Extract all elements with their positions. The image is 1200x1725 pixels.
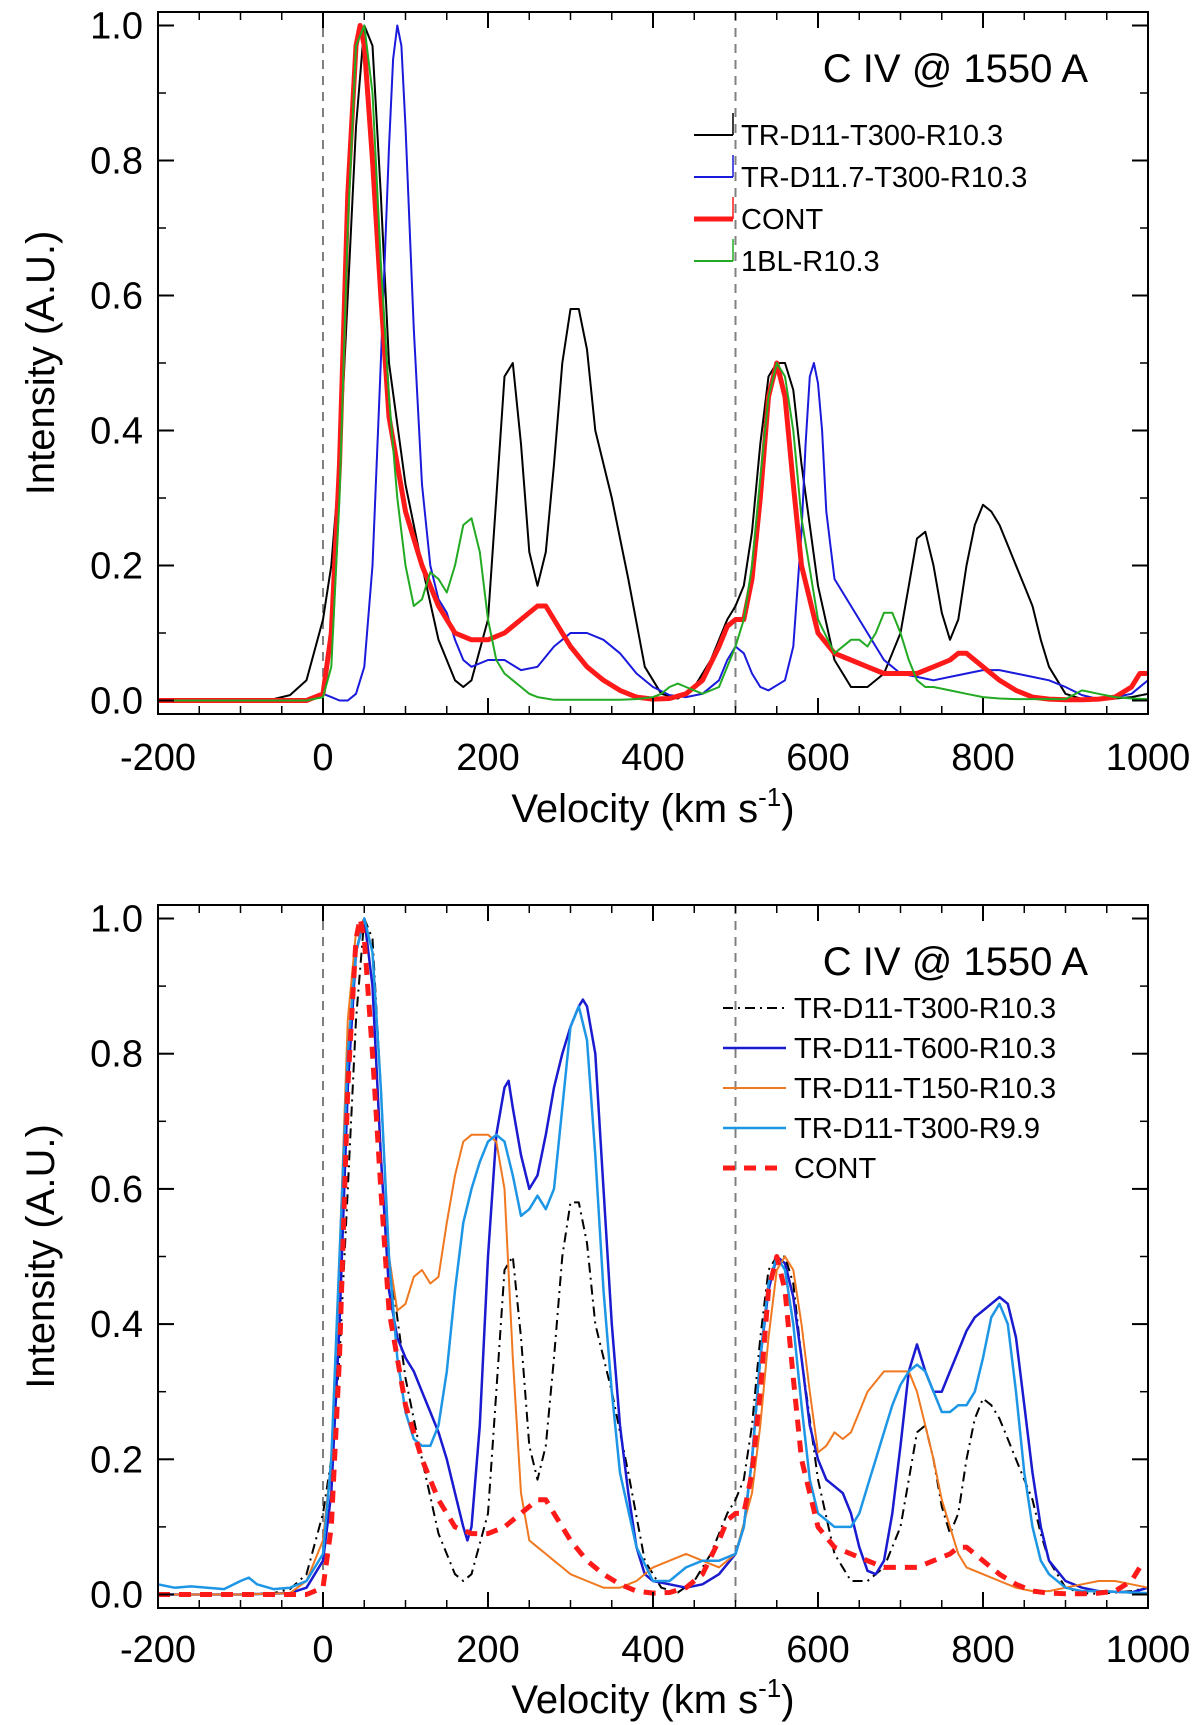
y-tick-label: 0.4 [90, 411, 143, 453]
x-tick-label: -200 [120, 1629, 196, 1671]
series-line-3 [158, 917, 1148, 1595]
legend-label-0: TR-D11-T300-R10.3 [794, 993, 1056, 1025]
x-tick-label: 1000 [1106, 737, 1191, 779]
legend-label-3: 1BL-R10.3 [741, 246, 880, 278]
series-line-3 [158, 24, 1148, 702]
y-tick-label: 0.0 [90, 1574, 143, 1616]
legend-label-4: CONT [794, 1153, 876, 1185]
x-tick-label: 400 [621, 1629, 684, 1671]
y-axis-title: Intensity (A.U.) [19, 1124, 63, 1389]
x-tick-label: 0 [312, 1629, 333, 1671]
x-tick-label: 200 [456, 737, 519, 779]
x-axis-title-main: Velocity (km s [511, 1678, 758, 1722]
x-tick-label: 800 [951, 1629, 1014, 1671]
y-tick-label: 0.2 [90, 546, 143, 588]
series-line-2 [158, 23, 1148, 703]
x-tick-label: 600 [786, 1629, 849, 1671]
series-line-1 [158, 917, 1148, 1596]
y-tick-label: 0.0 [90, 681, 143, 723]
x-tick-label: 400 [621, 737, 684, 779]
series-line-2 [158, 917, 1148, 1596]
x-tick-label: 800 [951, 737, 1014, 779]
x-tick-label: 200 [456, 1629, 519, 1671]
x-tick-label: 600 [786, 737, 849, 779]
y-tick-label: 1.0 [90, 6, 143, 48]
x-axis-title-tail: ) [781, 1678, 794, 1722]
chart-title: C IV @ 1550 A [823, 940, 1089, 984]
y-tick-label: 0.6 [90, 276, 143, 318]
chart-title: C IV @ 1550 A [823, 47, 1089, 91]
legend-label-2: CONT [741, 204, 823, 236]
legend-label-3: TR-D11-T300-R9.9 [794, 1113, 1040, 1145]
legend-label-0: TR-D11-T300-R10.3 [741, 120, 1003, 152]
series-group [158, 916, 1148, 1597]
panel-top: -200 0 200 400 600 800 1000 0.0 0.2 0.4 0.6 0.8 1.0 V… [19, 6, 1190, 832]
x-axis-title-main: Velocity (km s [511, 787, 758, 831]
legend-label-1: TR-D11-T600-R10.3 [794, 1033, 1056, 1065]
x-axis-title-exponent: -1 [758, 1673, 781, 1703]
x-axis-title-exponent: -1 [758, 782, 781, 812]
panel-bottom: -200 0 200 400 600 800 1000 0.0 0.2 0.4 0.6 0.8 1.0 V… [19, 899, 1190, 1722]
plot-frame [157, 11, 1149, 715]
y-axis-title: Intensity (A.U.) [19, 231, 63, 496]
y-tick-label: 0.6 [90, 1169, 143, 1211]
x-tick-label: -200 [120, 737, 196, 779]
series-line-4 [158, 916, 1148, 1597]
x-axis-title-tail: ) [781, 787, 794, 831]
y-tick-label: 0.4 [90, 1304, 143, 1346]
legend-label-1: TR-D11.7-T300-R10.3 [741, 162, 1027, 194]
x-axis-title: Velocity (km s-1) [511, 782, 794, 831]
y-tick-label: 1.0 [90, 899, 143, 941]
x-axis-title: Velocity (km s-1) [511, 1673, 794, 1722]
series-line-1 [158, 24, 1148, 702]
y-tick-label: 0.8 [90, 141, 143, 183]
series-group [158, 23, 1148, 703]
x-tick-label: 0 [312, 737, 333, 779]
legend-label-2: TR-D11-T150-R10.3 [794, 1073, 1056, 1105]
legend: TR-D11-T300-R10.3 TR-D11.7-T300-R10.3 CONT… [694, 113, 1027, 278]
y-tick-label: 0.2 [90, 1439, 143, 1481]
legend: TR-D11-T300-R10.3 TR-D11-T600-R10.3 TR-D11… [723, 993, 1056, 1185]
y-tick-label: 0.8 [90, 1034, 143, 1076]
x-tick-label: 1000 [1106, 1629, 1191, 1671]
